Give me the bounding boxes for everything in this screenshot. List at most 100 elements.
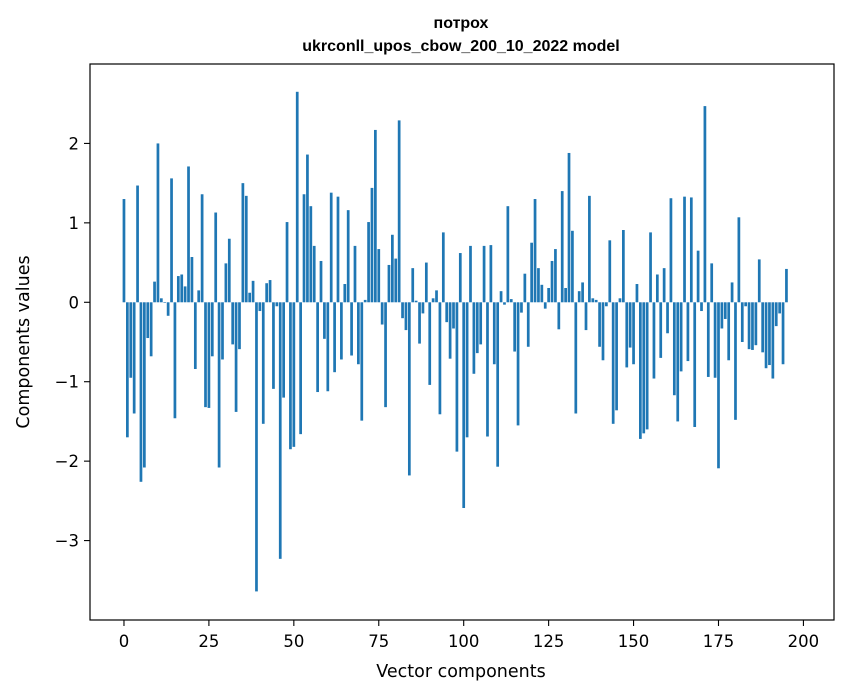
bar-170 bbox=[700, 302, 703, 312]
x-tick-label-200: 200 bbox=[788, 632, 820, 651]
bar-40 bbox=[258, 302, 262, 312]
bar-57 bbox=[316, 302, 319, 393]
bar-136 bbox=[584, 302, 588, 331]
bar-115 bbox=[513, 302, 517, 352]
bar-22 bbox=[197, 290, 201, 303]
bar-127 bbox=[554, 249, 557, 303]
bar-179 bbox=[730, 282, 734, 303]
x-axis-label: Vector components bbox=[376, 662, 545, 682]
bar-100 bbox=[462, 302, 466, 509]
bar-180 bbox=[734, 302, 737, 420]
bar-107 bbox=[486, 302, 489, 437]
bar-159 bbox=[662, 268, 666, 303]
bar-191 bbox=[771, 302, 775, 379]
bar-155 bbox=[649, 232, 652, 303]
bar-58 bbox=[319, 260, 323, 303]
chart-title: потрох bbox=[434, 15, 489, 32]
y-tick-label-1: −2 bbox=[55, 452, 79, 471]
bar-74 bbox=[374, 129, 377, 303]
bar-75 bbox=[377, 249, 381, 303]
bar-4 bbox=[136, 185, 139, 303]
bar-23 bbox=[200, 194, 204, 303]
bar-178 bbox=[727, 302, 731, 361]
bar-165 bbox=[683, 196, 686, 303]
bar-62 bbox=[333, 302, 336, 373]
bar-131 bbox=[567, 152, 571, 303]
bar-0 bbox=[122, 199, 126, 303]
bar-109 bbox=[492, 302, 496, 365]
bar-55 bbox=[309, 206, 313, 303]
bar-43 bbox=[268, 280, 272, 303]
bar-51 bbox=[295, 91, 299, 303]
x-tick-label-125: 125 bbox=[533, 632, 565, 651]
bar-83 bbox=[404, 302, 408, 331]
bar-46 bbox=[278, 302, 282, 559]
bar-125 bbox=[547, 287, 550, 303]
bar-113 bbox=[506, 206, 510, 303]
bar-19 bbox=[187, 166, 190, 303]
bar-171 bbox=[703, 106, 707, 303]
bar-8 bbox=[149, 302, 153, 357]
bar-11 bbox=[159, 298, 163, 303]
bar-161 bbox=[669, 198, 673, 303]
bar-27 bbox=[214, 212, 218, 303]
bar-128 bbox=[557, 302, 561, 330]
bar-64 bbox=[340, 302, 343, 360]
chart-subtitle: ukrconll_upos_cbow_200_10_2022 model bbox=[302, 38, 619, 55]
bar-129 bbox=[560, 191, 564, 303]
bar-89 bbox=[424, 262, 428, 303]
bar-151 bbox=[635, 284, 639, 303]
bar-66 bbox=[346, 210, 350, 303]
y-tick-label-4: 1 bbox=[69, 214, 80, 233]
bar-54 bbox=[306, 154, 309, 303]
bar-123 bbox=[540, 284, 544, 303]
bar-102 bbox=[469, 245, 472, 303]
y-tick-label-0: −3 bbox=[55, 532, 79, 551]
bar-184 bbox=[747, 302, 751, 350]
bar-148 bbox=[625, 302, 629, 368]
bar-106 bbox=[482, 245, 486, 303]
bar-147 bbox=[622, 230, 625, 303]
bar-85 bbox=[411, 268, 415, 303]
x-axis-ticks: 0 25 50 75 100 125 150 175 200 bbox=[119, 620, 819, 651]
bar-190 bbox=[768, 302, 771, 366]
bar-13 bbox=[166, 302, 170, 316]
bar-153 bbox=[642, 302, 646, 434]
x-tick-label-0: 0 bbox=[119, 632, 130, 651]
bar-176 bbox=[720, 302, 724, 329]
bar-87 bbox=[418, 302, 421, 344]
bar-49 bbox=[289, 302, 292, 450]
bar-134 bbox=[577, 291, 581, 303]
bar-76 bbox=[380, 302, 384, 325]
bar-99 bbox=[458, 253, 462, 303]
y-axis-ticks: −3 −2 −1 0 1 2 bbox=[55, 134, 90, 551]
bar-114 bbox=[509, 299, 513, 303]
bar-48 bbox=[285, 222, 289, 303]
bar-140 bbox=[598, 302, 601, 347]
bar-124 bbox=[543, 302, 547, 309]
bar-105 bbox=[479, 302, 483, 345]
bar-32 bbox=[231, 302, 235, 345]
bar-186 bbox=[754, 302, 758, 346]
bar-132 bbox=[571, 230, 574, 303]
bar-17 bbox=[180, 274, 184, 303]
bar-94 bbox=[441, 232, 445, 303]
bar-45 bbox=[275, 302, 279, 307]
bar-71 bbox=[363, 299, 367, 303]
bar-29 bbox=[221, 302, 224, 360]
bar-41 bbox=[261, 302, 265, 424]
bar-34 bbox=[238, 302, 241, 350]
bar-142 bbox=[605, 302, 608, 307]
bar-33 bbox=[234, 302, 238, 412]
bar-169 bbox=[696, 250, 700, 303]
x-tick-label-150: 150 bbox=[618, 632, 650, 651]
bar-126 bbox=[550, 260, 554, 303]
bar-145 bbox=[615, 302, 618, 411]
y-tick-label-3: 0 bbox=[69, 293, 80, 312]
bar-6 bbox=[143, 302, 146, 468]
bar-42 bbox=[265, 283, 269, 303]
bar-25 bbox=[207, 302, 211, 408]
bar-3 bbox=[132, 302, 136, 414]
bar-44 bbox=[272, 302, 275, 389]
